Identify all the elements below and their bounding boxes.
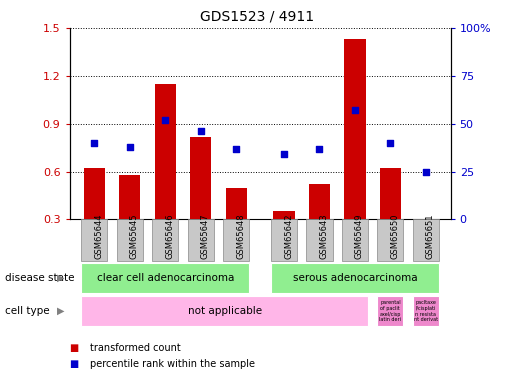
Text: GSM65643: GSM65643 — [319, 213, 329, 259]
Text: serous adenocarcinoma: serous adenocarcinoma — [293, 273, 417, 283]
Text: GSM65645: GSM65645 — [130, 213, 139, 259]
Bar — [119, 175, 141, 267]
Bar — [344, 39, 366, 267]
Text: GSM65642: GSM65642 — [284, 213, 293, 259]
Text: parental
of paclit
axel/cisp
latin deri: parental of paclit axel/cisp latin deri — [380, 300, 401, 322]
Bar — [190, 136, 211, 267]
Text: disease state: disease state — [5, 273, 75, 283]
Text: clear cell adenocarcinoma: clear cell adenocarcinoma — [96, 273, 234, 283]
Point — [197, 128, 205, 134]
Text: pacltaxe
l/cisplati
n resista
nt derivat: pacltaxe l/cisplati n resista nt derivat — [414, 300, 438, 322]
Bar — [154, 84, 176, 267]
Text: GSM65651: GSM65651 — [426, 213, 435, 259]
Point — [315, 146, 323, 152]
Point — [126, 144, 134, 150]
Point — [161, 117, 169, 123]
Point — [422, 169, 430, 175]
Text: GSM65646: GSM65646 — [165, 213, 174, 259]
Bar — [380, 168, 401, 267]
Point — [351, 107, 359, 113]
Text: GDS1523 / 4911: GDS1523 / 4911 — [200, 9, 315, 23]
Text: percentile rank within the sample: percentile rank within the sample — [90, 359, 255, 369]
Text: ▶: ▶ — [57, 306, 64, 316]
Text: ▶: ▶ — [57, 273, 64, 283]
Bar — [273, 211, 295, 267]
Bar — [226, 188, 247, 267]
Point — [232, 146, 241, 152]
Bar — [309, 184, 330, 267]
Text: ■: ■ — [70, 343, 79, 352]
Bar — [84, 168, 105, 267]
Text: ■: ■ — [70, 359, 79, 369]
Text: GSM65650: GSM65650 — [390, 213, 399, 259]
Text: GSM65648: GSM65648 — [236, 213, 245, 259]
Point — [386, 140, 394, 146]
Text: cell type: cell type — [5, 306, 50, 316]
Text: GSM65647: GSM65647 — [201, 213, 210, 259]
Text: transformed count: transformed count — [90, 343, 181, 352]
Text: GSM65644: GSM65644 — [94, 213, 104, 259]
Text: GSM65649: GSM65649 — [355, 213, 364, 259]
Text: not applicable: not applicable — [187, 306, 262, 316]
Bar — [415, 219, 436, 267]
Point — [280, 152, 288, 157]
Point — [90, 140, 98, 146]
